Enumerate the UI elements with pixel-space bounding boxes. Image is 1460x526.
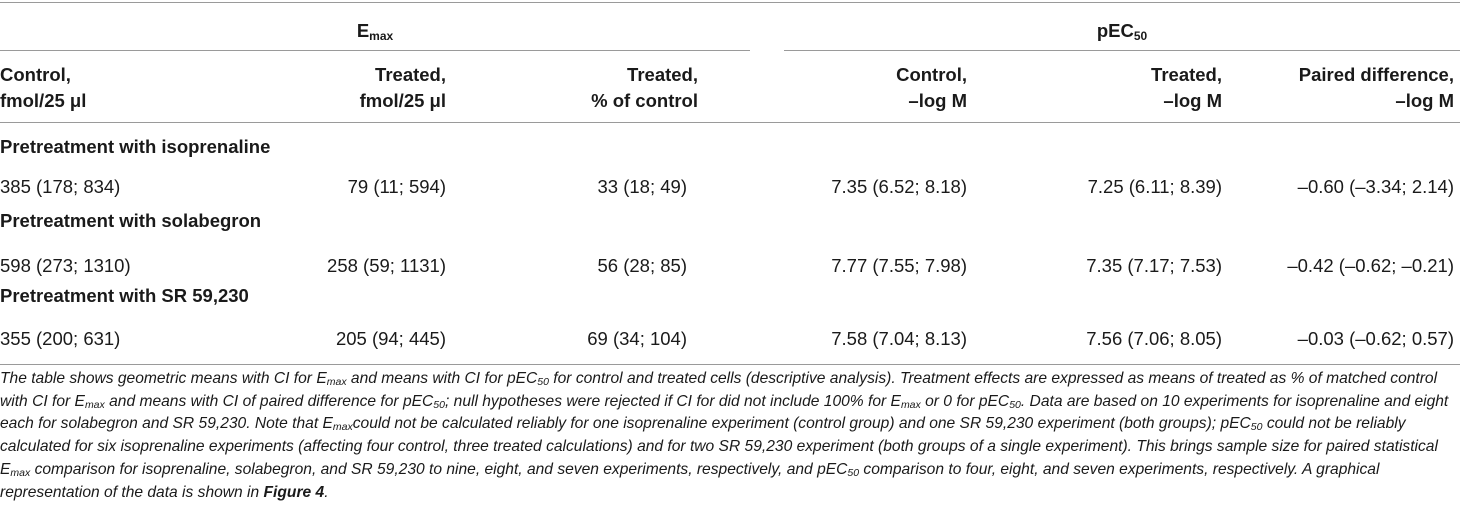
table-cell: 7.56 (7.06; 8.05) [1086,328,1222,349]
group-rule-emax [0,50,750,51]
header-bottom-rule [0,122,1460,123]
figure-4-link[interactable]: Figure 4 [263,483,325,501]
section-title-sr59230: Pretreatment with SR 59,230 [0,285,249,306]
group-header-pec50: pEC50 [1096,20,1148,43]
table-cell: 385 (178; 834) [0,176,121,197]
section-title-isoprenaline: Pretreatment with isoprenaline [0,136,271,157]
table-cell: 7.35 (6.52; 8.18) [831,176,967,197]
column-header-paired-difference: Paired difference, –log M [1298,64,1454,111]
column-header-treated-logm: Treated, –log M [1151,64,1222,111]
column-header-treated-percent: Treated,% of control [591,64,698,111]
table-cell: –0.03 (–0.62; 0.57) [1297,328,1454,349]
table-cell: 355 (200; 631) [0,328,121,349]
table-cell: 7.58 (7.04; 8.13) [831,328,967,349]
table-cell: 598 (273; 1310) [0,255,131,276]
table-cell: 258 (59; 1131) [327,255,446,276]
table-cell: 79 (11; 594) [347,176,446,197]
table-cell: 33 (18; 49) [597,176,687,197]
group-header-emax: Emax [356,20,394,43]
table-cell: –0.60 (–3.34; 2.14) [1297,176,1454,197]
table-bottom-rule [0,364,1460,365]
table-cell: 7.35 (7.17; 7.53) [1086,255,1222,276]
table-caption: The table shows geometric means with CI … [0,370,1449,501]
table-cell: 7.77 (7.55; 7.98) [831,255,967,276]
table-cell: 69 (34; 104) [587,328,687,349]
table-cell: –0.42 (–0.62; –0.21) [1287,255,1454,276]
group-rule-pec50 [784,50,1460,51]
column-header-control-fmol: Control, fmol/25 μl [0,64,87,111]
column-header-treated-fmol: Treated, fmol/25 μl [359,64,446,111]
table-cell: 205 (94; 445) [335,328,446,349]
table-top-rule [0,2,1460,3]
table-cell: 7.25 (6.11; 8.39) [1087,176,1222,197]
table-cell: 56 (28; 85) [597,255,687,276]
column-header-control-logm: Control, –log M [896,64,967,111]
section-title-solabegron: Pretreatment with solabegron [0,210,262,231]
